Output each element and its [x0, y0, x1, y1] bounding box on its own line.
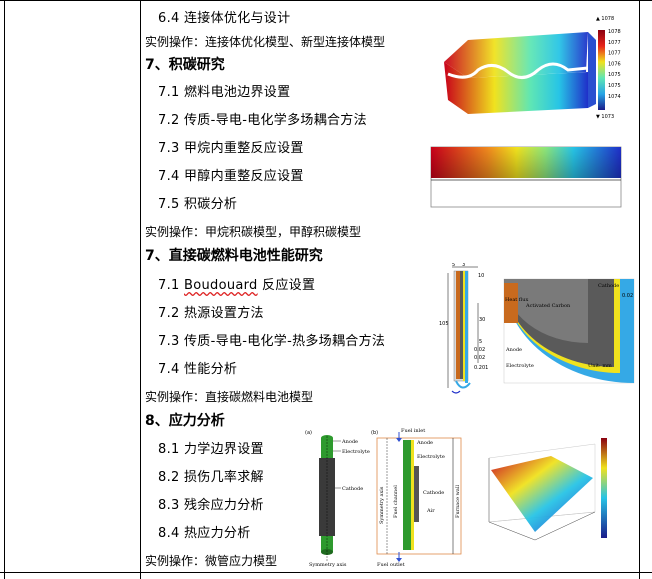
table-left-border [4, 0, 5, 579]
cathode-label: Cathode [598, 283, 619, 289]
dimension-marks [447, 266, 479, 388]
colorbar-tick-label: ▲ 1078 [596, 16, 614, 22]
microtube-stress-figure: (a) (b) Anode Electrolyte Cathode Symmet… [305, 428, 607, 568]
dim-label: 105 [439, 321, 449, 327]
air-label: Air [426, 508, 435, 514]
dim-label: 0.02 [474, 347, 485, 353]
example-line: 实例操作：微管应力模型 [145, 554, 278, 568]
fuel-channel-label: Fuel channel [393, 485, 399, 518]
interconnect-field-figure: ▲ 1078 1078 1077 1077 1076 1075 1075 1074 ▼ 1073 [444, 16, 621, 120]
electrolyte-label: Electrolyte [417, 454, 445, 460]
electrolyte-label: Electrolyte [342, 449, 370, 455]
section-line: 8.3 残余应力分析 [158, 498, 264, 513]
fuel-outlet-label: Fuel outlet [377, 562, 405, 568]
section-line: 7.3 甲烷内重整反应设置 [158, 141, 304, 156]
example-line: 实例操作：直接碳燃料电池模型 [145, 390, 314, 404]
table-bottom-border [0, 572, 652, 573]
dim-label: 0.201 [474, 365, 488, 371]
table-column-divider [140, 0, 141, 579]
panel-tag: (b) [371, 430, 378, 436]
example-line: 实例操作：连接体优化模型、新型连接体模型 [145, 35, 386, 49]
zoomed-cross-section [503, 278, 635, 384]
section-number: 7.1 [158, 278, 185, 293]
section-line: 7.5 积碳分析 [158, 197, 238, 212]
colorbar [598, 30, 605, 110]
colorbar-tick-label: 1078 [608, 29, 621, 35]
electrolyte-label: Electrolyte [506, 363, 534, 369]
cathode-label: Cathode [423, 490, 444, 496]
chapter-heading: 7、积碳研究 [145, 57, 225, 73]
dim-label: 5 [452, 263, 455, 268]
axisymmetric-schematic [376, 432, 462, 562]
dim-label: 10 [478, 273, 484, 279]
boudouard-term: Boudouard [184, 278, 258, 293]
dim-label: 0.02 [622, 293, 633, 299]
section-line: 8.1 力学边界设置 [158, 442, 264, 457]
interconnect-3d-model [444, 32, 596, 114]
colorbar-tick-label: 1077 [608, 40, 621, 46]
carbon-deposition-figure [430, 146, 622, 208]
stress-surface-plot [488, 443, 596, 541]
activated-carbon-label: Activated Carbon [525, 303, 571, 309]
dim-label: 3 [462, 263, 465, 268]
dim-label: 0.02 [474, 355, 485, 361]
section-line: 7.4 甲醇内重整反应设置 [158, 169, 304, 184]
colorbar-tick-label: 1075 [608, 72, 621, 78]
furnace-wall-label: Furnace wall [455, 485, 461, 518]
table-right-border [639, 0, 640, 579]
section-line: 8.4 热应力分析 [158, 526, 251, 541]
example-line: 实例操作：甲烷积碳模型，甲醇积碳模型 [145, 225, 362, 239]
section-line: 7.2 热源设置方法 [158, 306, 264, 321]
panel-tag: (a) [305, 430, 312, 436]
table-top-border [0, 0, 652, 1]
colorbar [601, 438, 607, 538]
section-line: 6.4 连接体优化与设计 [158, 11, 291, 26]
section-line: 8.2 损伤几率求解 [158, 470, 264, 485]
colorbar-tick-label: ▼ 1073 [596, 114, 614, 120]
anode-label: Anode [505, 347, 522, 353]
section-line: 7.1 燃料电池边界设置 [158, 85, 291, 100]
section-line: 7.4 性能分析 [158, 362, 238, 377]
colorbar-tick-label: 1074 [608, 94, 621, 100]
anode-label: Anode [416, 440, 433, 446]
dim-label: 5 [479, 339, 482, 345]
chapter-heading: 7、直接碳燃料电池性能研究 [145, 248, 323, 264]
anode-label: Anode [341, 439, 358, 445]
section-line: 7.2 传质-导电-电化学多场耦合方法 [158, 113, 367, 128]
dim-label: 30 [479, 317, 485, 323]
fuel-inlet-label: Fuel inlet [401, 428, 425, 434]
section-line: 7.1 Boudouard 反应设置 [158, 279, 315, 292]
unit-label: Unit: mm [588, 363, 612, 369]
colorbar-tick-label: 1075 [608, 83, 621, 89]
colorbar-tick-label: 1077 [608, 51, 621, 57]
dcfc-geometry-figure: 5 3 10 105 30 5 0.02 0.02 0.201 Heat flu… [439, 263, 635, 394]
symmetry-axis-label: Symmetry axis [309, 562, 347, 568]
cathode-label: Cathode [342, 486, 363, 492]
chapter-heading: 8、应力分析 [145, 413, 225, 429]
colorbar-tick-label: 1076 [608, 61, 621, 67]
symmetry-axis-label: Symmetry axis [379, 486, 385, 524]
section-suffix: 反应设置 [257, 278, 316, 293]
section-line: 7.3 传质-导电-电化学-热多场耦合方法 [158, 334, 386, 349]
heat-flux-label: Heat flux [505, 297, 528, 303]
